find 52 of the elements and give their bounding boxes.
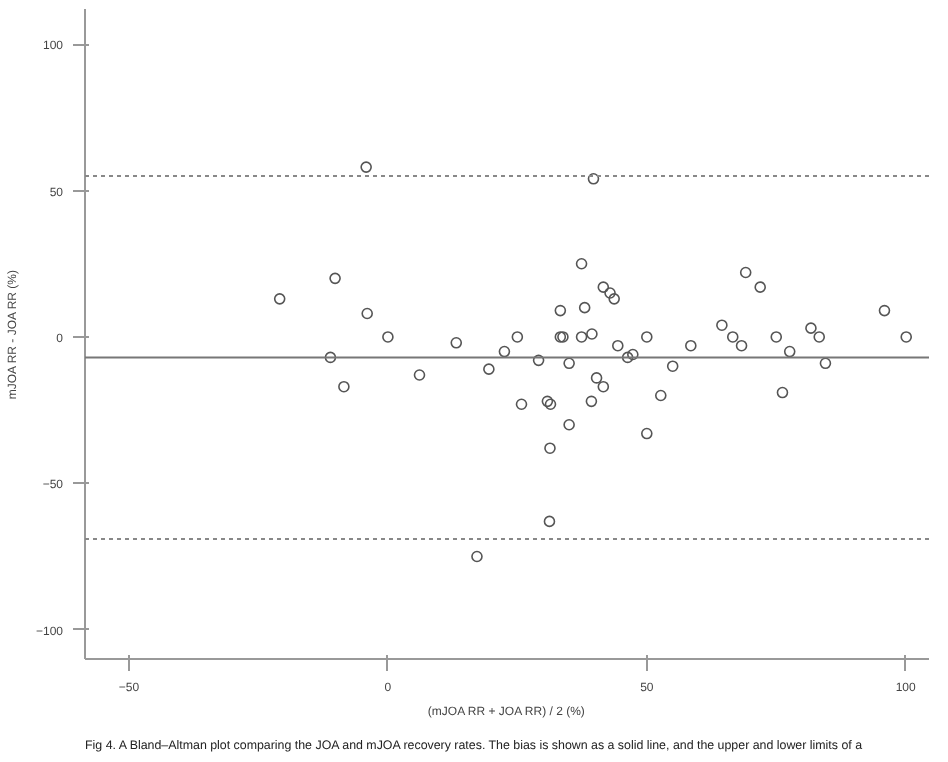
point (586, 328, 598, 340)
point (360, 161, 372, 173)
point (805, 322, 817, 334)
point (621, 351, 634, 364)
point (563, 357, 575, 370)
point (770, 331, 783, 343)
point (413, 369, 426, 381)
point (450, 336, 463, 349)
point (544, 442, 556, 454)
point (382, 331, 394, 343)
point (641, 331, 653, 343)
point (361, 307, 373, 320)
point (532, 354, 545, 367)
point (716, 319, 728, 332)
point (511, 331, 524, 343)
point (641, 427, 653, 440)
point (575, 257, 588, 270)
point (726, 331, 739, 343)
point (754, 281, 766, 293)
point (329, 272, 341, 285)
point (578, 301, 591, 314)
point (654, 389, 667, 402)
point (735, 339, 748, 352)
point (563, 418, 575, 431)
point (739, 266, 752, 279)
point (575, 331, 588, 343)
point (471, 550, 483, 563)
point (515, 398, 528, 411)
point (597, 380, 610, 393)
point (685, 339, 697, 352)
point (776, 386, 789, 399)
point (813, 331, 826, 343)
point (273, 293, 286, 305)
point (783, 345, 796, 358)
point (604, 287, 616, 299)
point (543, 515, 556, 528)
point (585, 395, 598, 408)
point (338, 380, 350, 393)
point (627, 348, 639, 361)
point (612, 339, 624, 352)
point (587, 173, 600, 185)
point (900, 331, 913, 343)
point (554, 304, 567, 317)
point (324, 351, 337, 364)
point (590, 372, 603, 384)
point (498, 345, 511, 358)
point (878, 304, 891, 317)
point (597, 281, 610, 293)
point (483, 363, 495, 375)
point (819, 357, 832, 370)
point (666, 360, 679, 372)
point (608, 293, 620, 305)
